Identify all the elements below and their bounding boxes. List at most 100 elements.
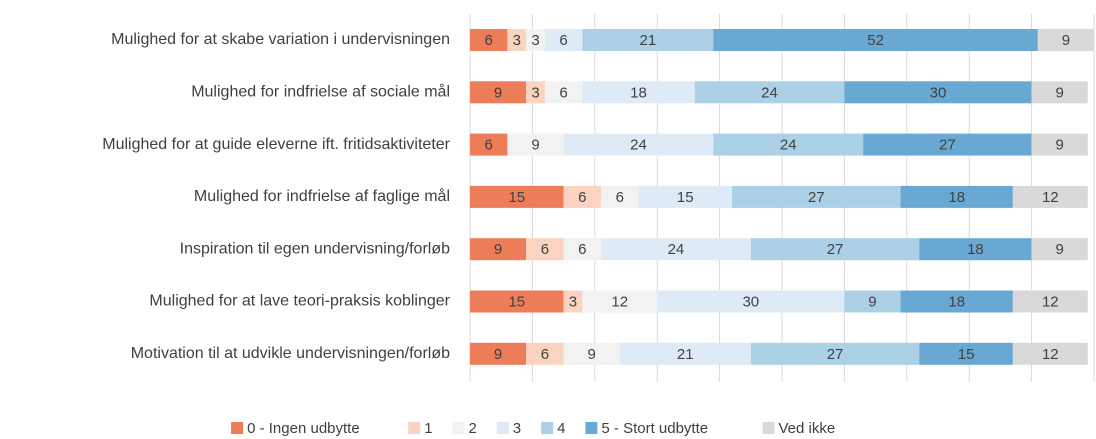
value-label: 18	[630, 84, 647, 101]
category-label: Mulighed for indfrielse af sociale mål	[191, 83, 450, 101]
value-label: 6	[559, 84, 567, 101]
bar-segment	[470, 81, 527, 104]
bar-segment	[507, 29, 527, 51]
legend-label: Ved ikke	[779, 420, 836, 437]
value-label: 9	[1056, 137, 1064, 154]
bar-segment	[900, 290, 1013, 313]
bar-segment	[470, 185, 564, 208]
bar-segment	[563, 290, 583, 313]
value-label: 18	[948, 189, 965, 206]
bar-segment	[563, 185, 602, 208]
bar-segment	[470, 29, 508, 51]
bar-segment	[638, 185, 733, 208]
legend-swatch	[408, 422, 421, 434]
value-label: 6	[578, 241, 586, 258]
legend-swatch	[231, 422, 244, 434]
bar-segment	[844, 290, 901, 313]
value-label: 9	[494, 241, 502, 258]
value-label: 18	[967, 241, 984, 258]
value-label: 6	[485, 137, 493, 154]
bar-segment	[1031, 133, 1088, 156]
bar-segment	[844, 81, 1032, 104]
value-label: 27	[827, 241, 844, 258]
legend-label: 5 - Stort udbytte	[601, 420, 708, 437]
bar-segment	[619, 342, 751, 365]
value-label: 21	[639, 32, 656, 49]
bar-segment	[470, 133, 508, 156]
value-label: 6	[578, 189, 586, 206]
value-label: 9	[494, 346, 502, 363]
legend-label: 4	[557, 420, 565, 437]
bar-segment	[470, 342, 527, 365]
bar-segment	[863, 133, 1032, 156]
bar-segment	[526, 342, 564, 365]
legend-swatch	[541, 422, 554, 434]
legend-label: 3	[513, 420, 521, 437]
bar-segment	[601, 185, 639, 208]
value-label: 6	[559, 32, 567, 49]
value-label: 6	[616, 189, 624, 206]
bar-segment	[713, 133, 864, 156]
value-label: 30	[930, 84, 947, 101]
bar-segment	[544, 29, 583, 51]
value-label: 15	[508, 189, 525, 206]
value-label: 12	[1042, 189, 1059, 206]
category-label: Inspiration til egen undervisning/forløb	[180, 240, 450, 257]
value-label: 9	[1056, 241, 1064, 258]
bar-segment	[1031, 238, 1088, 261]
value-label: 6	[485, 32, 493, 49]
bar-segment	[1031, 81, 1088, 104]
category-label: Mulighed for at lave teori-praksis kobli…	[149, 293, 450, 310]
value-label: 15	[677, 189, 694, 206]
value-label: 24	[668, 241, 685, 258]
value-label: 21	[677, 346, 694, 363]
bar-segment	[526, 29, 545, 51]
value-label: 6	[541, 241, 549, 258]
value-label: 24	[761, 84, 778, 101]
value-label: 9	[531, 137, 539, 154]
bar-segment	[582, 29, 714, 51]
value-label: 9	[588, 346, 596, 363]
bar-segment	[750, 342, 920, 365]
value-label: 24	[780, 137, 797, 154]
bar-segment	[657, 290, 845, 313]
bar-segment	[1037, 29, 1094, 51]
bar-segment	[732, 185, 901, 208]
category-label: Motivation til at udvikle undervisningen…	[131, 345, 450, 362]
bar-segment	[507, 133, 564, 156]
value-label: 15	[508, 293, 525, 310]
category-label: Mulighed for at guide eleverne ift. frit…	[102, 136, 450, 153]
bar-segment	[1012, 185, 1088, 208]
legend-swatch	[452, 422, 465, 434]
bar-segment	[1012, 342, 1088, 365]
value-label: 9	[1062, 32, 1070, 49]
legend-label: 0 - Ingen udbytte	[247, 420, 360, 437]
value-label: 12	[1042, 293, 1059, 310]
value-label: 27	[827, 346, 844, 363]
value-label: 24	[630, 137, 647, 154]
value-label: 27	[808, 189, 825, 206]
bar-segment	[563, 133, 714, 156]
value-label: 3	[531, 84, 539, 101]
bar-segment	[563, 238, 602, 261]
value-label: 12	[1042, 346, 1059, 363]
bar-segment	[470, 290, 564, 313]
bar-segment	[1012, 290, 1088, 313]
value-label: 3	[569, 293, 577, 310]
category-label: Mulighed for indfrielse af faglige mål	[194, 187, 450, 205]
bar-segment	[544, 81, 583, 104]
value-label: 9	[494, 84, 502, 101]
bar-segment	[900, 185, 1013, 208]
legend-swatch	[762, 422, 775, 434]
category-label: Mulighed for at skabe variation i underv…	[111, 31, 450, 48]
bar-segment	[563, 342, 620, 365]
legend-label: 1	[424, 420, 432, 437]
bar-segment	[582, 290, 658, 313]
bar-segment	[526, 238, 564, 261]
value-label: 6	[541, 346, 549, 363]
legend-label: 2	[469, 420, 477, 437]
bar-segment	[919, 342, 1013, 365]
bar-segment	[601, 238, 751, 261]
value-label: 3	[513, 32, 521, 49]
